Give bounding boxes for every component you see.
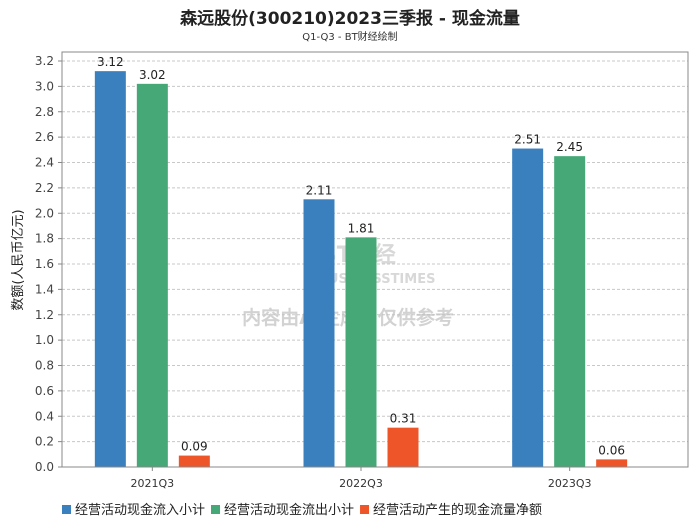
y-tick-label: 0.2 — [35, 435, 54, 449]
y-tick-label: 1.4 — [35, 282, 54, 296]
bar — [387, 427, 419, 467]
legend-swatch — [62, 505, 71, 514]
data-label: 2.51 — [514, 133, 541, 147]
data-label: 0.09 — [181, 440, 208, 454]
y-tick-label: 1.8 — [35, 232, 54, 246]
x-tick-label: 2021Q3 — [131, 477, 175, 490]
y-tick-label: 1.2 — [35, 308, 54, 322]
bar — [303, 199, 335, 467]
data-label: 0.31 — [390, 412, 417, 426]
y-tick-label: 1.6 — [35, 257, 54, 271]
legend-label: 经营活动现金流出小计 — [224, 502, 354, 518]
legend: 经营活动现金流入小计 经营活动现金流出小计 经营活动产生的现金流量净额 — [62, 502, 542, 518]
y-tick-label: 2.4 — [35, 156, 54, 170]
y-axis-label: 数额(人民币亿元) — [11, 209, 26, 310]
y-tick-label: 0.6 — [35, 384, 54, 398]
bar — [512, 148, 544, 467]
data-label: 2.45 — [556, 140, 583, 154]
legend-label: 经营活动现金流入小计 — [75, 502, 205, 518]
y-tick-label: 2.6 — [35, 130, 54, 144]
data-label: 3.02 — [139, 68, 166, 82]
bar — [596, 459, 628, 467]
y-tick-label: 3.0 — [35, 79, 54, 93]
legend-swatch — [360, 505, 370, 514]
x-tick-label: 2023Q3 — [548, 477, 592, 490]
bar — [178, 455, 210, 467]
y-tick-label: 2.0 — [35, 206, 54, 220]
bar — [94, 71, 126, 468]
watermark-brand-en: BUSINESSTIMES — [318, 272, 435, 287]
bar — [136, 83, 168, 468]
chart-subtitle: Q1-Q3 - BT财经绘制 — [302, 30, 397, 43]
y-tick-label: 0.8 — [35, 359, 54, 373]
plot-frame — [61, 51, 689, 468]
x-tick-label: 2022Q3 — [339, 477, 383, 490]
y-tick-label: 2.2 — [35, 181, 54, 195]
y-tick-label: 0.4 — [35, 409, 54, 423]
y-tick-label: 0.0 — [35, 460, 54, 474]
legend-swatch — [211, 505, 221, 514]
chart-title: 森远股份(300210)2023三季报 - 现金流量 — [180, 8, 520, 29]
y-tick-label: 2.8 — [35, 105, 54, 119]
data-label: 3.12 — [97, 55, 124, 69]
bar — [345, 237, 377, 467]
y-tick-label: 3.2 — [35, 54, 54, 68]
bar — [554, 156, 586, 467]
data-label: 0.06 — [598, 443, 625, 457]
legend-label: 经营活动产生的现金流量净额 — [373, 502, 542, 518]
y-tick-label: 1.0 — [35, 333, 54, 347]
data-label: 1.81 — [348, 221, 375, 235]
data-label: 2.11 — [306, 183, 333, 197]
